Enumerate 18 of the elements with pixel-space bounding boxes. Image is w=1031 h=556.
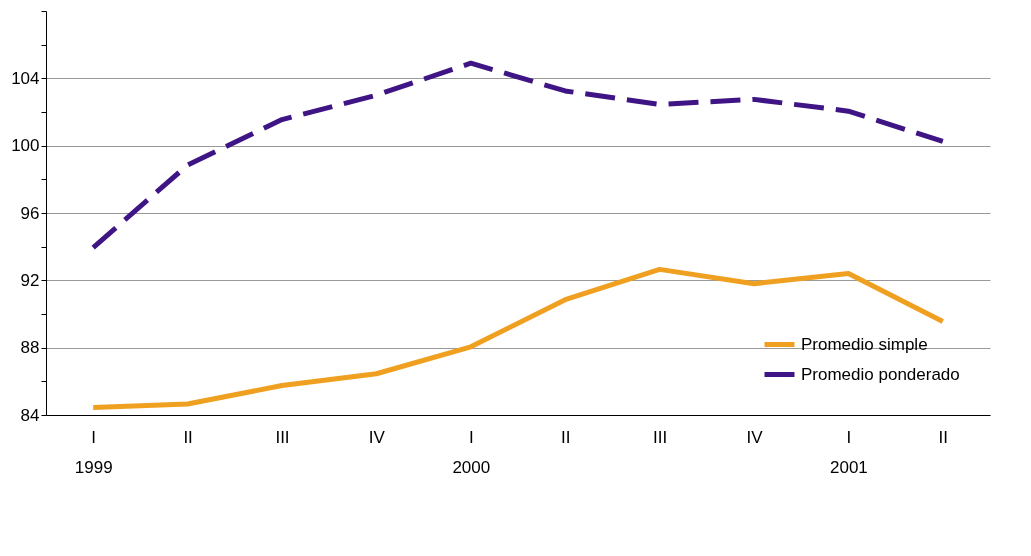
x-tick-label: I 1999 <box>74 427 113 477</box>
y-tick-label: 100 <box>11 136 40 156</box>
y-tick-label: 104 <box>11 68 40 88</box>
x-tick-label: I 2001 <box>829 427 868 477</box>
x-tick-label: III <box>653 427 668 447</box>
x-tick-label: I 2000 <box>452 427 491 477</box>
x-tick-label: III <box>275 427 290 447</box>
y-tick-label: 92 <box>20 270 40 290</box>
y-tick-label: 88 <box>20 338 40 358</box>
x-tick-label: II <box>938 427 949 447</box>
x-tick-label: IV <box>746 427 764 447</box>
legend-label: Promedio simple <box>801 334 928 354</box>
x-tick-label: II <box>183 427 193 447</box>
x-tick-label: II <box>560 427 571 447</box>
legend-label: Promedio ponderado <box>801 364 960 384</box>
x-tick-label: IV <box>368 427 386 447</box>
y-tick-label: 84 <box>20 405 40 425</box>
y-tick-label: 96 <box>20 203 40 223</box>
